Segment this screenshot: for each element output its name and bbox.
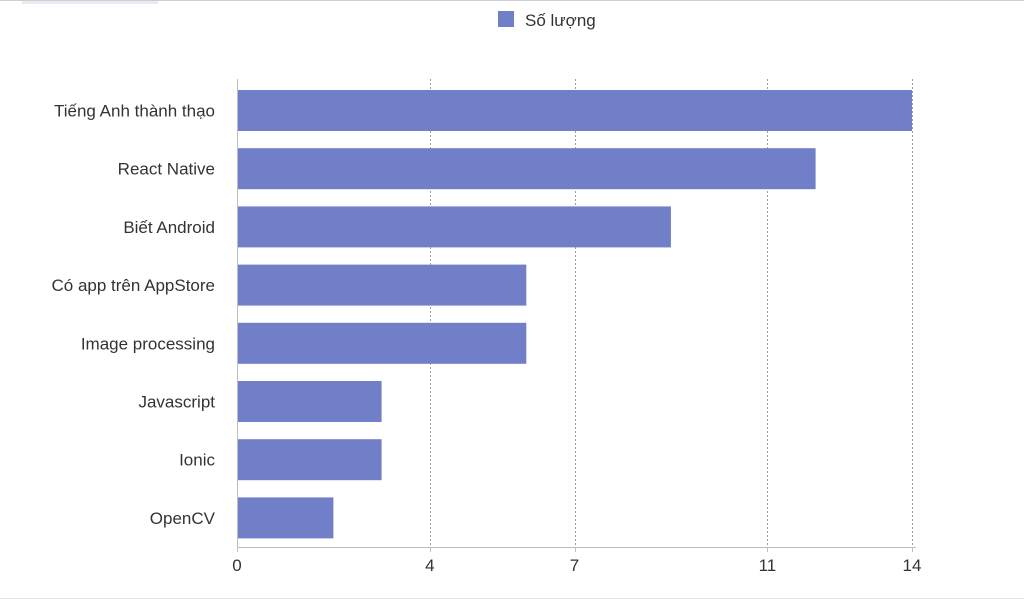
category-label-2: Biết Android (123, 218, 215, 237)
x-tick-label-1: 4 (425, 556, 434, 575)
x-tick-labels: 0 4 7 11 14 (232, 556, 921, 575)
bar-2[interactable] (237, 206, 671, 248)
category-label-7: OpenCV (150, 509, 216, 528)
bar-7[interactable] (237, 497, 334, 539)
bar-4[interactable] (237, 322, 527, 364)
x-tick-label-3: 11 (759, 556, 777, 575)
category-label-5: Javascript (138, 393, 215, 412)
category-label-3: Có app trên AppStore (51, 276, 215, 295)
legend-label: Số lượng (525, 11, 596, 30)
category-label-4: Image processing (81, 334, 215, 353)
x-tick-label-0: 0 (232, 556, 241, 575)
bar-3[interactable] (237, 264, 527, 306)
category-label-6: Ionic (179, 451, 215, 470)
bar-6[interactable] (237, 439, 382, 481)
category-labels: Tiếng Anh thành thạo React Native Biết And… (51, 102, 215, 528)
bars (237, 90, 912, 539)
legend-swatch (498, 11, 514, 27)
x-tick-label-2: 7 (570, 556, 579, 575)
legend[interactable]: Số lượng (498, 11, 596, 30)
bar-0[interactable] (237, 90, 912, 131)
bar-1[interactable] (237, 148, 816, 190)
top-accent-bar (22, 1, 158, 4)
x-tick-label-4: 14 (903, 556, 922, 575)
bar-5[interactable] (237, 381, 382, 422)
category-label-0: Tiếng Anh thành thạo (54, 102, 215, 121)
category-label-1: React Native (118, 160, 215, 179)
axes (237, 79, 916, 552)
